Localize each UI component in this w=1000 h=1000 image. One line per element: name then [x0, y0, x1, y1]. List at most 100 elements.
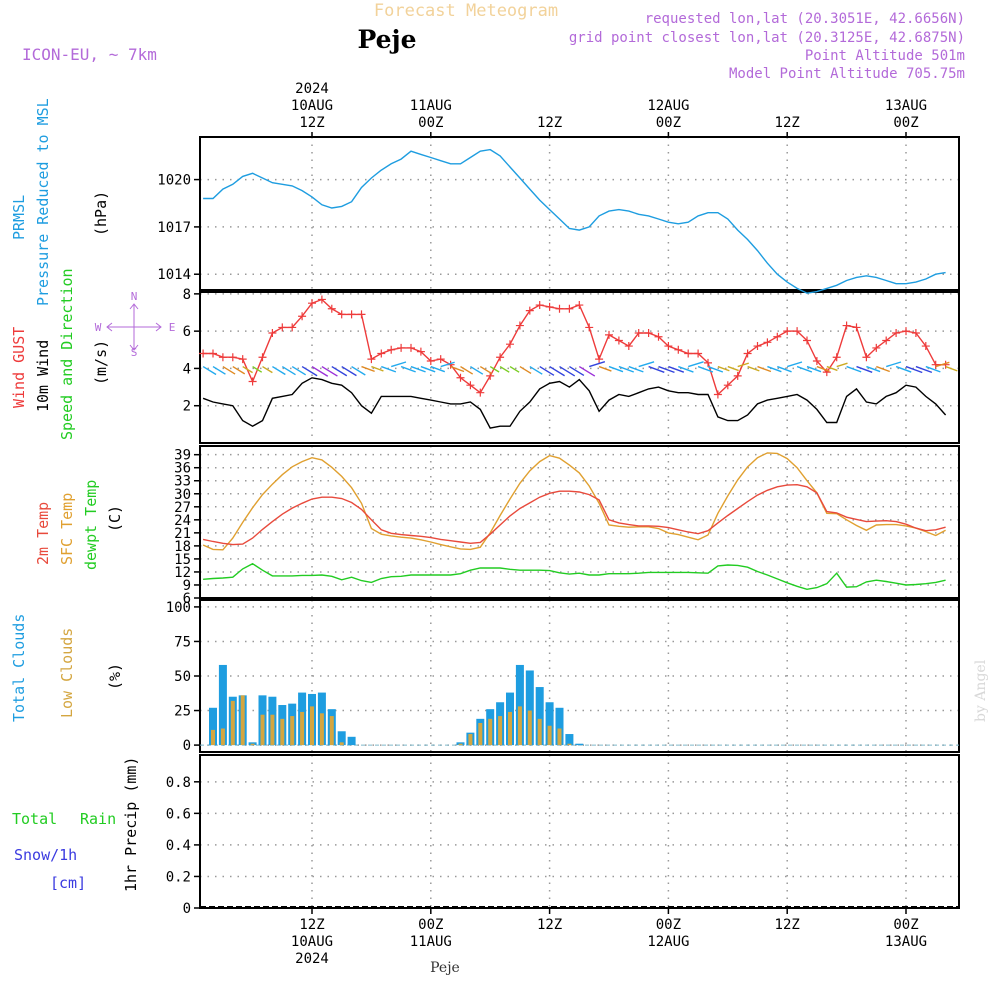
gust-marker: [595, 355, 604, 364]
gust-marker: [506, 340, 514, 349]
low-cloud-bar: [290, 716, 295, 746]
total-clouds-label: Total Clouds: [10, 614, 28, 722]
gust-marker: [832, 353, 841, 362]
wind-arrow: [281, 365, 296, 376]
gust-marker: [209, 349, 217, 358]
wind-arrow: [777, 365, 792, 373]
location-title: Peje: [358, 25, 417, 54]
cloud-labels: Total Clouds Low Clouds (%): [10, 614, 124, 722]
wind-series-line: [202, 377, 947, 429]
gust-marker: [238, 355, 247, 364]
wind-arrow: [430, 365, 446, 373]
gust-marker: [753, 342, 762, 351]
gust-marker: [931, 360, 940, 369]
low-cloud-bar: [260, 714, 265, 746]
wind-arrow: [569, 365, 585, 377]
time-axis-label: 13AUG: [885, 98, 927, 114]
y-tick-label: 0: [183, 901, 191, 917]
low-cloud-bar: [211, 729, 215, 746]
wind-labels: Wind GUST 10m Wind Speed and Direction (…: [10, 268, 175, 440]
snow-label: Snow/1h: [14, 846, 77, 864]
low-clouds-label: Low Clouds: [58, 628, 76, 718]
gust-marker: [565, 304, 574, 313]
wind-arrow: [381, 365, 397, 373]
low-cloud-bar: [468, 734, 473, 746]
y-tick-label: 0.4: [166, 838, 191, 854]
time-axis-label: 10AUG: [291, 98, 333, 114]
gust-marker: [347, 310, 356, 319]
wind-arrow: [757, 365, 772, 373]
time-axis-label: 2024: [295, 81, 329, 97]
low-cloud-bar: [220, 728, 225, 746]
wind-arrow: [509, 365, 520, 373]
y-tick-label: 39: [174, 448, 191, 464]
wind-arrow: [816, 365, 830, 372]
total-cloud-bar: [555, 707, 564, 746]
wind-arrow: [371, 365, 384, 372]
gust-marker: [803, 336, 811, 345]
dewpt-series-line: [203, 562, 946, 591]
wind-arrow: [460, 365, 474, 375]
low-cloud-bar: [230, 700, 235, 746]
gust-marker: [367, 355, 376, 364]
pressure-unit: (hPa): [92, 191, 110, 236]
wind-arrow: [836, 362, 848, 368]
panel-frame: [199, 291, 960, 444]
panel-1: 1014 1017 1020: [157, 136, 960, 291]
gust-marker: [288, 323, 297, 332]
wind-arrow: [489, 365, 500, 373]
wind-arrow: [925, 365, 941, 373]
wind-arrow: [351, 365, 366, 376]
wind-arrow: [529, 365, 543, 375]
compass-east: E: [169, 321, 176, 334]
y-tick-label: 0.6: [166, 806, 191, 822]
y-tick-label: 75: [174, 634, 191, 650]
wind-arrow: [598, 365, 612, 372]
low-cloud-bar: [250, 743, 255, 746]
time-axis-label: 12AUG: [647, 98, 689, 114]
wind-arrow: [242, 365, 253, 374]
gust-marker: [773, 332, 782, 341]
wind-arrow: [450, 365, 465, 373]
wind-arrow: [549, 365, 565, 377]
wind-arrow: [648, 365, 665, 373]
gust-marker: [476, 388, 485, 397]
compass-rose: N S W E: [95, 290, 176, 359]
gust-marker: [397, 343, 406, 352]
gust-marker: [783, 327, 792, 336]
low-cloud-bar: [498, 716, 503, 746]
y-tick-label: 18: [174, 539, 191, 555]
panel-frame: [199, 754, 960, 909]
low-cloud-bar: [240, 695, 245, 746]
gust-marker: [426, 356, 435, 365]
rain-label-rain: Rain: [80, 810, 116, 828]
total-cloud-bar: [515, 664, 524, 746]
wind-arrow: [905, 365, 923, 374]
time-axis-label: 12AUG: [647, 934, 689, 950]
y-tick-label: 4: [183, 361, 191, 377]
gust-marker: [763, 338, 772, 347]
wind-arrow: [400, 365, 416, 373]
gust-marker: [723, 381, 732, 390]
panel-2: 2 4 6 8: [183, 287, 960, 444]
pressure-labels: PRMSL Pressure Reduced to MSL (hPa): [10, 98, 110, 306]
wind-arrow: [608, 365, 624, 373]
wind-arrow: [717, 365, 730, 372]
gust-marker: [248, 377, 257, 386]
wind-arrow: [687, 361, 704, 368]
gust-marker: [258, 353, 267, 362]
low-cloud-bar: [300, 711, 305, 746]
wind-arrow: [232, 365, 246, 375]
snow-unit: [cm]: [50, 874, 86, 892]
compass-west: W: [95, 321, 102, 334]
gust-marker: [496, 353, 505, 362]
panels: 1014101710202468691215182124273033363902…: [157, 136, 960, 917]
wind-arrow: [440, 361, 455, 368]
wind-arrow: [588, 361, 606, 368]
gust-marker: [733, 371, 742, 380]
gust-marker: [387, 345, 396, 354]
total-cloud-bar: [347, 736, 356, 746]
time-axis-label: 00Z: [656, 917, 681, 933]
